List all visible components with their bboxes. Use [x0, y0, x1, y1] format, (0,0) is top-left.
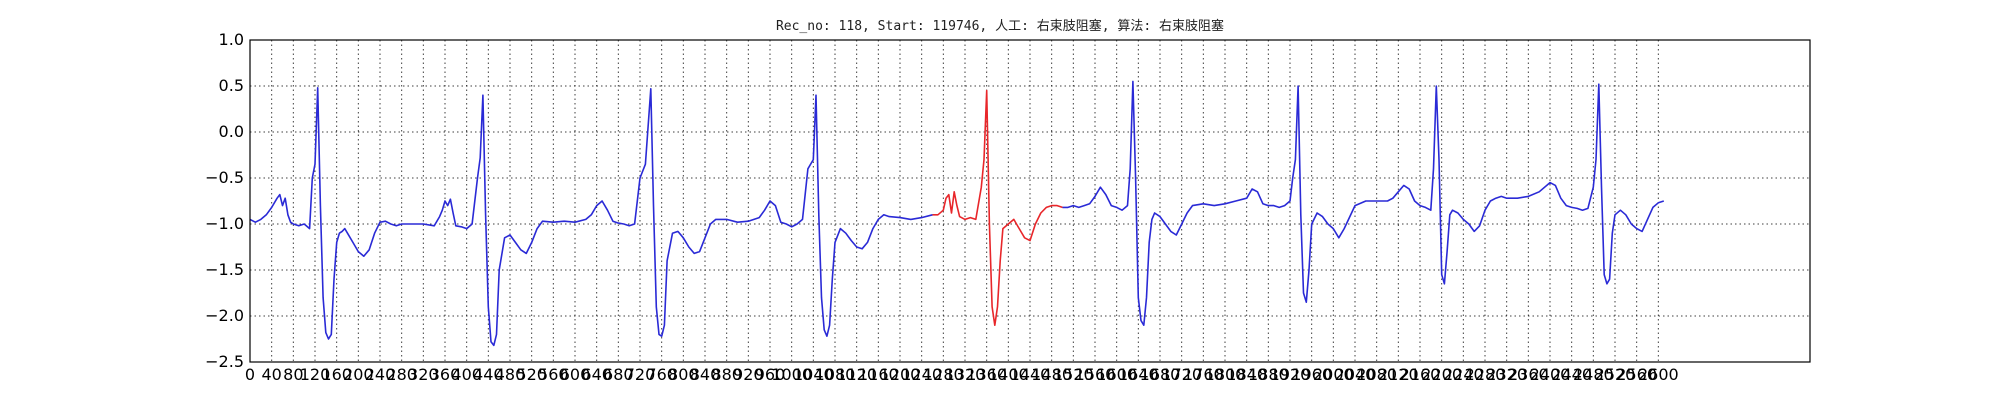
- y-tick-label: −0.5: [205, 168, 244, 187]
- x-tick-label: 2040: [1335, 365, 1376, 384]
- chart-title: Rec_no: 118, Start: 119746, 人工: 右束肢阻塞, 算…: [776, 18, 1224, 34]
- x-tick-label: 480: [495, 365, 526, 384]
- x-tick-label: 560: [538, 365, 569, 384]
- x-tick-label: 1720: [1161, 365, 1202, 384]
- x-tick-label: 840: [690, 365, 721, 384]
- x-tick-label: 40: [261, 365, 281, 384]
- x-tick-label: 720: [625, 365, 656, 384]
- x-tick-label: 2280: [1465, 365, 1506, 384]
- x-tick-label: 80: [283, 365, 303, 384]
- x-tick-label: 1320: [945, 365, 986, 384]
- x-tick-label: 2080: [1356, 365, 1397, 384]
- x-tick-label: 640: [581, 365, 612, 384]
- x-tick-label: 1640: [1118, 365, 1159, 384]
- x-tick-label: 1400: [988, 365, 1029, 384]
- x-axis-ticks: 0 40 8012016020024028032036040044048052056…: [245, 365, 1679, 384]
- x-tick-label: 1240: [901, 365, 942, 384]
- x-tick-label: 1120: [836, 365, 877, 384]
- x-tick-label: 520: [516, 365, 547, 384]
- y-tick-label: 1.0: [219, 30, 244, 49]
- y-tick-label: 0.0: [219, 122, 244, 141]
- x-tick-label: 2480: [1573, 365, 1614, 384]
- x-tick-label: 2360: [1508, 365, 1549, 384]
- axes-frame: [249, 39, 1811, 363]
- y-tick-label: −2.5: [205, 352, 244, 371]
- y-tick-label: −2.0: [205, 306, 244, 325]
- x-tick-label: 1760: [1183, 365, 1224, 384]
- x-tick-label: 2520: [1595, 365, 1636, 384]
- x-tick-label: 2240: [1443, 365, 1484, 384]
- x-tick-label: 960: [755, 365, 786, 384]
- plot-area: [249, 80, 1665, 347]
- x-tick-label: 280: [386, 365, 417, 384]
- grid: [250, 40, 1810, 362]
- x-tick-label: 1560: [1075, 365, 1116, 384]
- x-tick-label: 1000: [771, 365, 812, 384]
- x-tick-label: 760: [646, 365, 677, 384]
- x-tick-label: 1840: [1226, 365, 1267, 384]
- x-tick-label: 1360: [966, 365, 1007, 384]
- x-tick-label: 2120: [1378, 365, 1419, 384]
- x-tick-label: 1600: [1096, 365, 1137, 384]
- x-tick-label: 240: [365, 365, 396, 384]
- y-axis-ticks: 1.0 0.5 0.0 −0.5 −1.0 −1.5 −2.0 −2.5: [205, 30, 244, 371]
- y-tick-label: 0.5: [219, 76, 244, 95]
- x-tick-label: 1040: [793, 365, 834, 384]
- x-tick-label: 2160: [1400, 365, 1441, 384]
- x-tick-label: 1280: [923, 365, 964, 384]
- x-tick-label: 320: [408, 365, 439, 384]
- x-tick-label: 880: [711, 365, 742, 384]
- x-tick-label: 2400: [1530, 365, 1571, 384]
- x-tick-label: 680: [603, 365, 634, 384]
- ecg-trace-segment: [249, 87, 933, 347]
- x-tick-label: 400: [451, 365, 482, 384]
- x-tick-label: 920: [733, 365, 764, 384]
- x-tick-label: 1800: [1205, 365, 1246, 384]
- x-tick-label: 1880: [1248, 365, 1289, 384]
- x-tick-label: 2440: [1551, 365, 1592, 384]
- y-tick-label: −1.0: [205, 214, 244, 233]
- x-tick-label: 1960: [1291, 365, 1332, 384]
- x-tick-label: 1680: [1140, 365, 1181, 384]
- x-tick-label: 2560: [1616, 365, 1657, 384]
- x-tick-label: 440: [473, 365, 504, 384]
- x-tick-label: 120: [300, 365, 331, 384]
- x-tick-label: 1440: [1010, 365, 1051, 384]
- y-tick-label: −1.5: [205, 260, 244, 279]
- x-tick-label: 1920: [1270, 365, 1311, 384]
- x-tick-label: 360: [430, 365, 461, 384]
- x-tick-label: 800: [668, 365, 699, 384]
- x-tick-label: 1480: [1031, 365, 1072, 384]
- ecg-trace-segment: [1062, 80, 1665, 327]
- ecg-highlight-segment: [932, 89, 1063, 327]
- x-tick-label: 1080: [815, 365, 856, 384]
- x-tick-label: 2600: [1638, 365, 1679, 384]
- x-tick-label: 1200: [880, 365, 921, 384]
- x-tick-label: 200: [343, 365, 374, 384]
- x-tick-label: 2320: [1486, 365, 1527, 384]
- x-tick-label: 2000: [1313, 365, 1354, 384]
- x-tick-label: 2200: [1421, 365, 1462, 384]
- x-tick-label: 600: [560, 365, 591, 384]
- x-tick-label: 1160: [858, 365, 899, 384]
- x-tick-label: 1520: [1053, 365, 1094, 384]
- x-tick-label: 0: [245, 365, 255, 384]
- x-tick-label: 160: [321, 365, 352, 384]
